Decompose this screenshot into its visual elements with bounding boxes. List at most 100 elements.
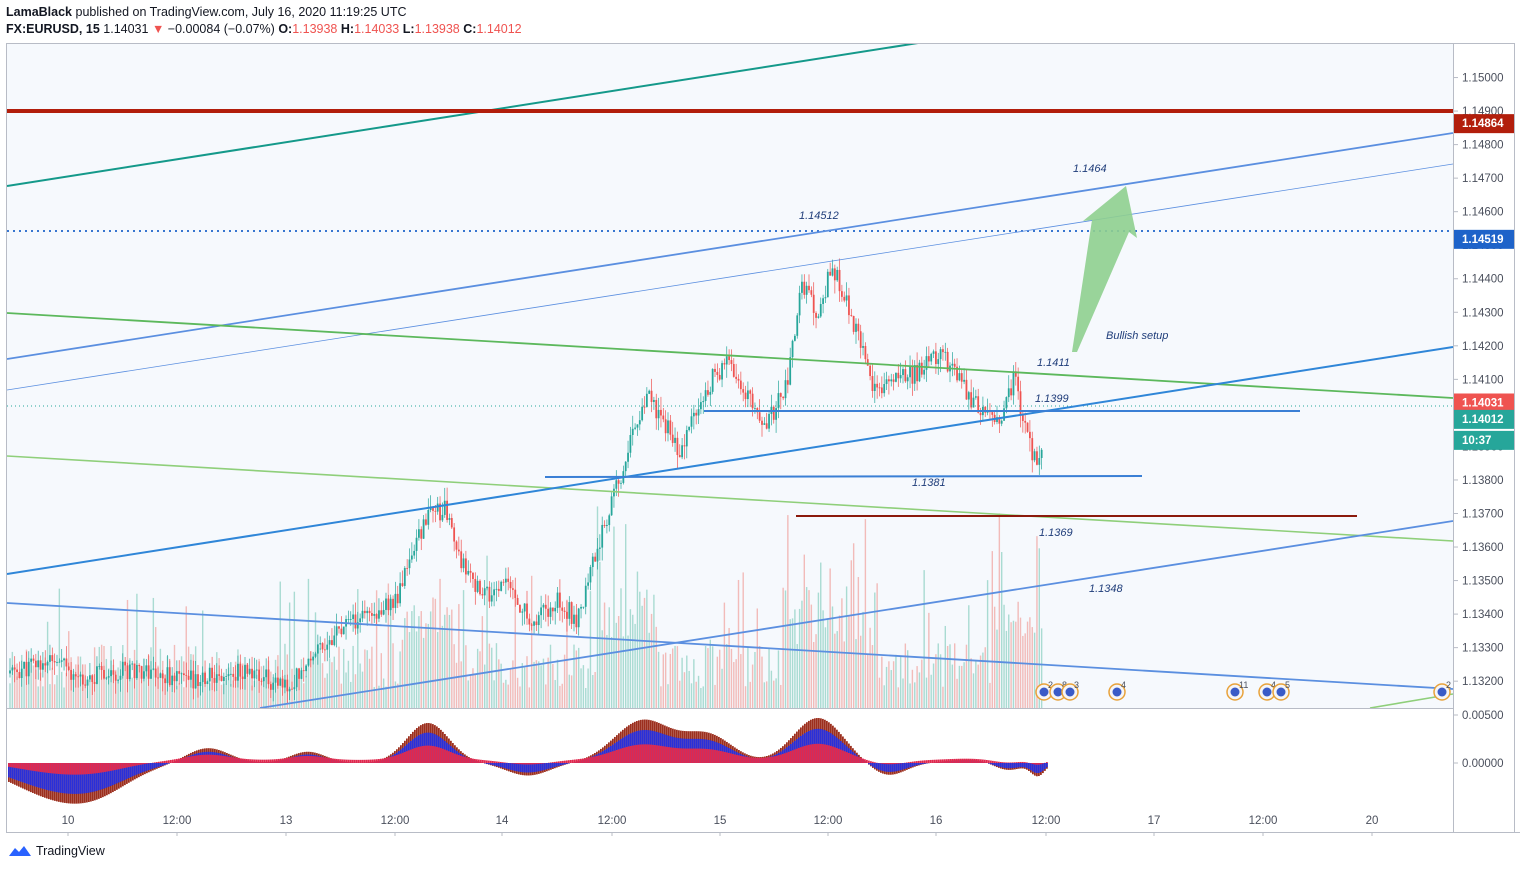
volume-bar [61,671,63,708]
lower-ascending-line[interactable] [259,520,1453,708]
candle-body [789,357,792,385]
osc-bar-mid [116,763,118,784]
publish-info: published on TradingView.com, July 16, 2… [75,5,407,19]
osc-bar-inner [820,743,822,763]
candle-body [920,362,923,375]
candle-body [425,519,427,525]
osc-bar-inner [1020,761,1022,763]
annotation-bullish-setup[interactable]: Bullish setup [1106,330,1168,342]
volume-bar [683,672,686,708]
candle-body [157,677,159,679]
osc-bar-mid [876,763,878,769]
tradingview-logo[interactable]: TradingView [8,843,105,859]
candle-body [991,412,994,415]
osc-bar-inner [868,760,870,763]
osc-bar-inner [478,759,480,763]
level-1381-line[interactable] [544,475,1143,478]
symbol-label[interactable]: FX:EURUSD, 15 [6,22,100,36]
osc-bar-inner [358,759,360,763]
volume-bar [848,615,850,708]
annotation-1348[interactable]: 1.1348 [1089,583,1124,595]
candle-body [479,580,481,595]
annotation-1399[interactable]: 1.1399 [1035,393,1069,405]
osc-bar-inner [424,745,426,763]
candle-body [472,572,474,579]
osc-bar-mid [92,763,94,792]
osc-bar-inner [998,761,1000,763]
main-pane[interactable] [7,44,1453,708]
volume-bar [1040,628,1043,708]
channel-mid-line[interactable] [7,163,1453,391]
osc-bar-mid [142,763,144,773]
blue-ascending-line[interactable] [7,346,1453,575]
volume-bar [740,654,742,708]
price-chart[interactable]: 2 8 3 4 11 4 5 2 1.1464 1.14512 Bullish setup 1… [0,0,1520,840]
bullish-arrow[interactable] [1072,186,1137,352]
price-axis[interactable]: 1.150001.149001.148001.147001.146001.145… [1453,73,1504,689]
osc-bar-inner [928,760,930,763]
price-tick-label: 1.14100 [1462,374,1504,386]
annotation-14512[interactable]: 1.14512 [799,210,839,222]
volume-bar [209,683,211,708]
volume-bar [707,648,709,708]
osc-bar-inner [306,755,308,763]
osc-bar-inner [680,748,682,763]
osc-bar-mid [48,763,50,791]
lower-descending-line[interactable] [7,602,1453,690]
osc-bar-inner [762,757,764,763]
candle-body [63,658,65,661]
annotation-1464[interactable]: 1.1464 [1073,163,1107,175]
upper-teal-trend-line[interactable] [7,43,919,187]
candle-body [476,580,479,592]
volume-bar [895,654,897,708]
osc-bar-inner [938,759,940,763]
osc-bar-mid [1040,763,1042,773]
osc-bar-inner [666,746,668,763]
volume-bar [183,687,185,708]
volume-bar [763,682,766,708]
oscillator-pane[interactable] [7,709,1453,832]
volume-bar [646,589,648,708]
osc-bar-inner [338,759,340,763]
annotation-1411[interactable]: 1.1411 [1037,357,1070,369]
osc-bar-inner [494,761,496,763]
price-tick-label: 1.13700 [1462,508,1504,520]
volume-bar [82,676,84,708]
volume-bar [56,675,58,708]
candle-body [133,663,136,679]
volume-bar [946,645,949,708]
candle-body [347,619,350,620]
candle-body [469,570,472,573]
candle-body [439,503,441,521]
osc-bar-mid [124,763,126,780]
candle-body [474,578,477,592]
osc-bar-inner [30,763,32,771]
volume-bar [570,675,573,708]
channel-upper-line[interactable] [7,132,1453,360]
candle-body [166,667,169,684]
osc-bar-inner [1006,762,1008,763]
light-green-descending-line[interactable] [7,455,1453,542]
osc-bar-mid [920,763,922,765]
volume-bar [460,661,462,708]
annotation-1369[interactable]: 1.1369 [1039,527,1073,539]
candle-body [385,598,387,610]
osc-bar-inner [496,761,498,763]
osc-bar-inner [940,759,942,763]
osc-bar-mid [82,763,84,794]
volume-bar [63,687,65,708]
candle-body [237,663,239,681]
osc-bar-inner [486,760,488,763]
time-axis[interactable]: 10 12:00 13 12:00 14 12:00 15 12:00 16 12:00 17 12:… [62,815,1379,836]
candle-body [932,351,935,354]
author-name[interactable]: LamaBlack [6,5,73,19]
candle-body [143,671,145,679]
candle-body [462,558,465,569]
candle-body [453,527,456,542]
osc-bar-inner [712,749,714,763]
annotation-1381[interactable]: 1.1381 [912,477,946,489]
osc-bar-mid [904,763,906,769]
osc-bar-inner [750,757,752,763]
osc-bar-inner [86,763,88,775]
